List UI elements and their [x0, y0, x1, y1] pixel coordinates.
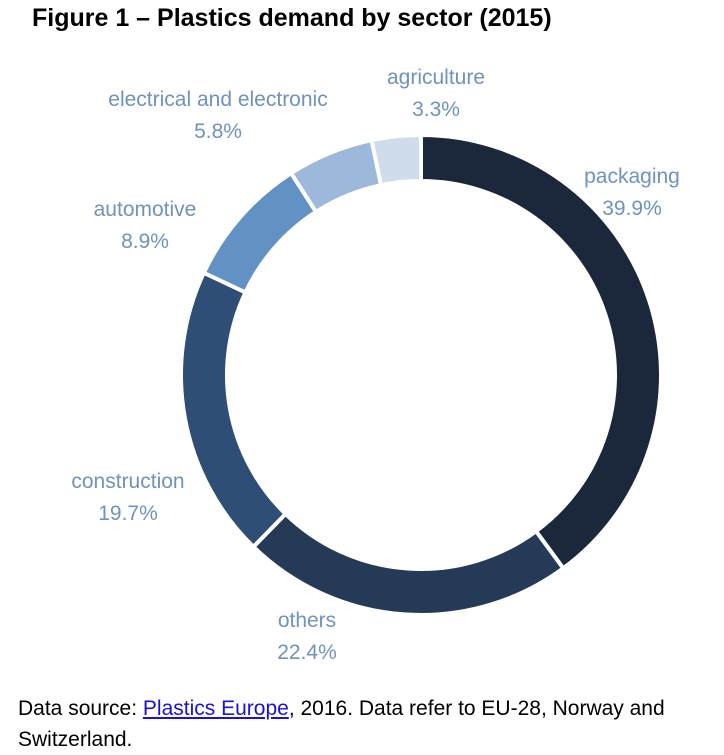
plastics-europe-link[interactable]: Plastics Europe	[142, 697, 289, 720]
footer-prefix: Data source:	[18, 697, 143, 720]
slice-percent: 22.4%	[277, 641, 337, 664]
slice-percent: 8.9%	[121, 230, 169, 253]
donut-slices	[179, 132, 663, 617]
slice-name: agriculture	[387, 66, 485, 89]
slice-label-electrical-and-electronic: electrical and electronic 5.8%	[108, 88, 327, 143]
slice-label-automotive: automotive 8.9%	[94, 198, 197, 253]
chart-title: Figure 1 – Plastics demand by sector (20…	[32, 4, 552, 32]
slice-name: others	[278, 609, 336, 632]
slice-label-construction: construction 19.7%	[71, 470, 184, 525]
slice-construction	[179, 270, 289, 550]
slice-name: automotive	[94, 198, 197, 221]
slice-automotive	[201, 170, 319, 296]
data-source-note: Data source: Plastics Europe, 2016. Data…	[18, 693, 718, 755]
slice-name: construction	[71, 470, 184, 493]
slice-percent: 5.8%	[194, 120, 242, 143]
slice-label-agriculture: agriculture 3.3%	[387, 66, 485, 121]
donut-chart: packaging 39.9% others 22.4% construction 19.…	[71, 66, 679, 664]
slice-percent: 39.9%	[602, 197, 662, 220]
slice-percent: 3.3%	[412, 98, 460, 121]
slice-others	[250, 511, 567, 617]
slice-label-packaging: packaging 39.9%	[584, 165, 680, 220]
slice-labels: packaging 39.9% others 22.4% construction 19.…	[71, 66, 679, 664]
slice-name: packaging	[584, 165, 680, 188]
slice-name: electrical and electronic	[108, 88, 327, 111]
slice-percent: 19.7%	[98, 502, 158, 525]
slice-packaging	[419, 132, 663, 572]
footer-suffix: , 2016. Data refer to EU-28, Norway and …	[18, 697, 665, 751]
slice-agriculture	[369, 132, 423, 188]
slice-label-others: others 22.4%	[277, 609, 337, 664]
